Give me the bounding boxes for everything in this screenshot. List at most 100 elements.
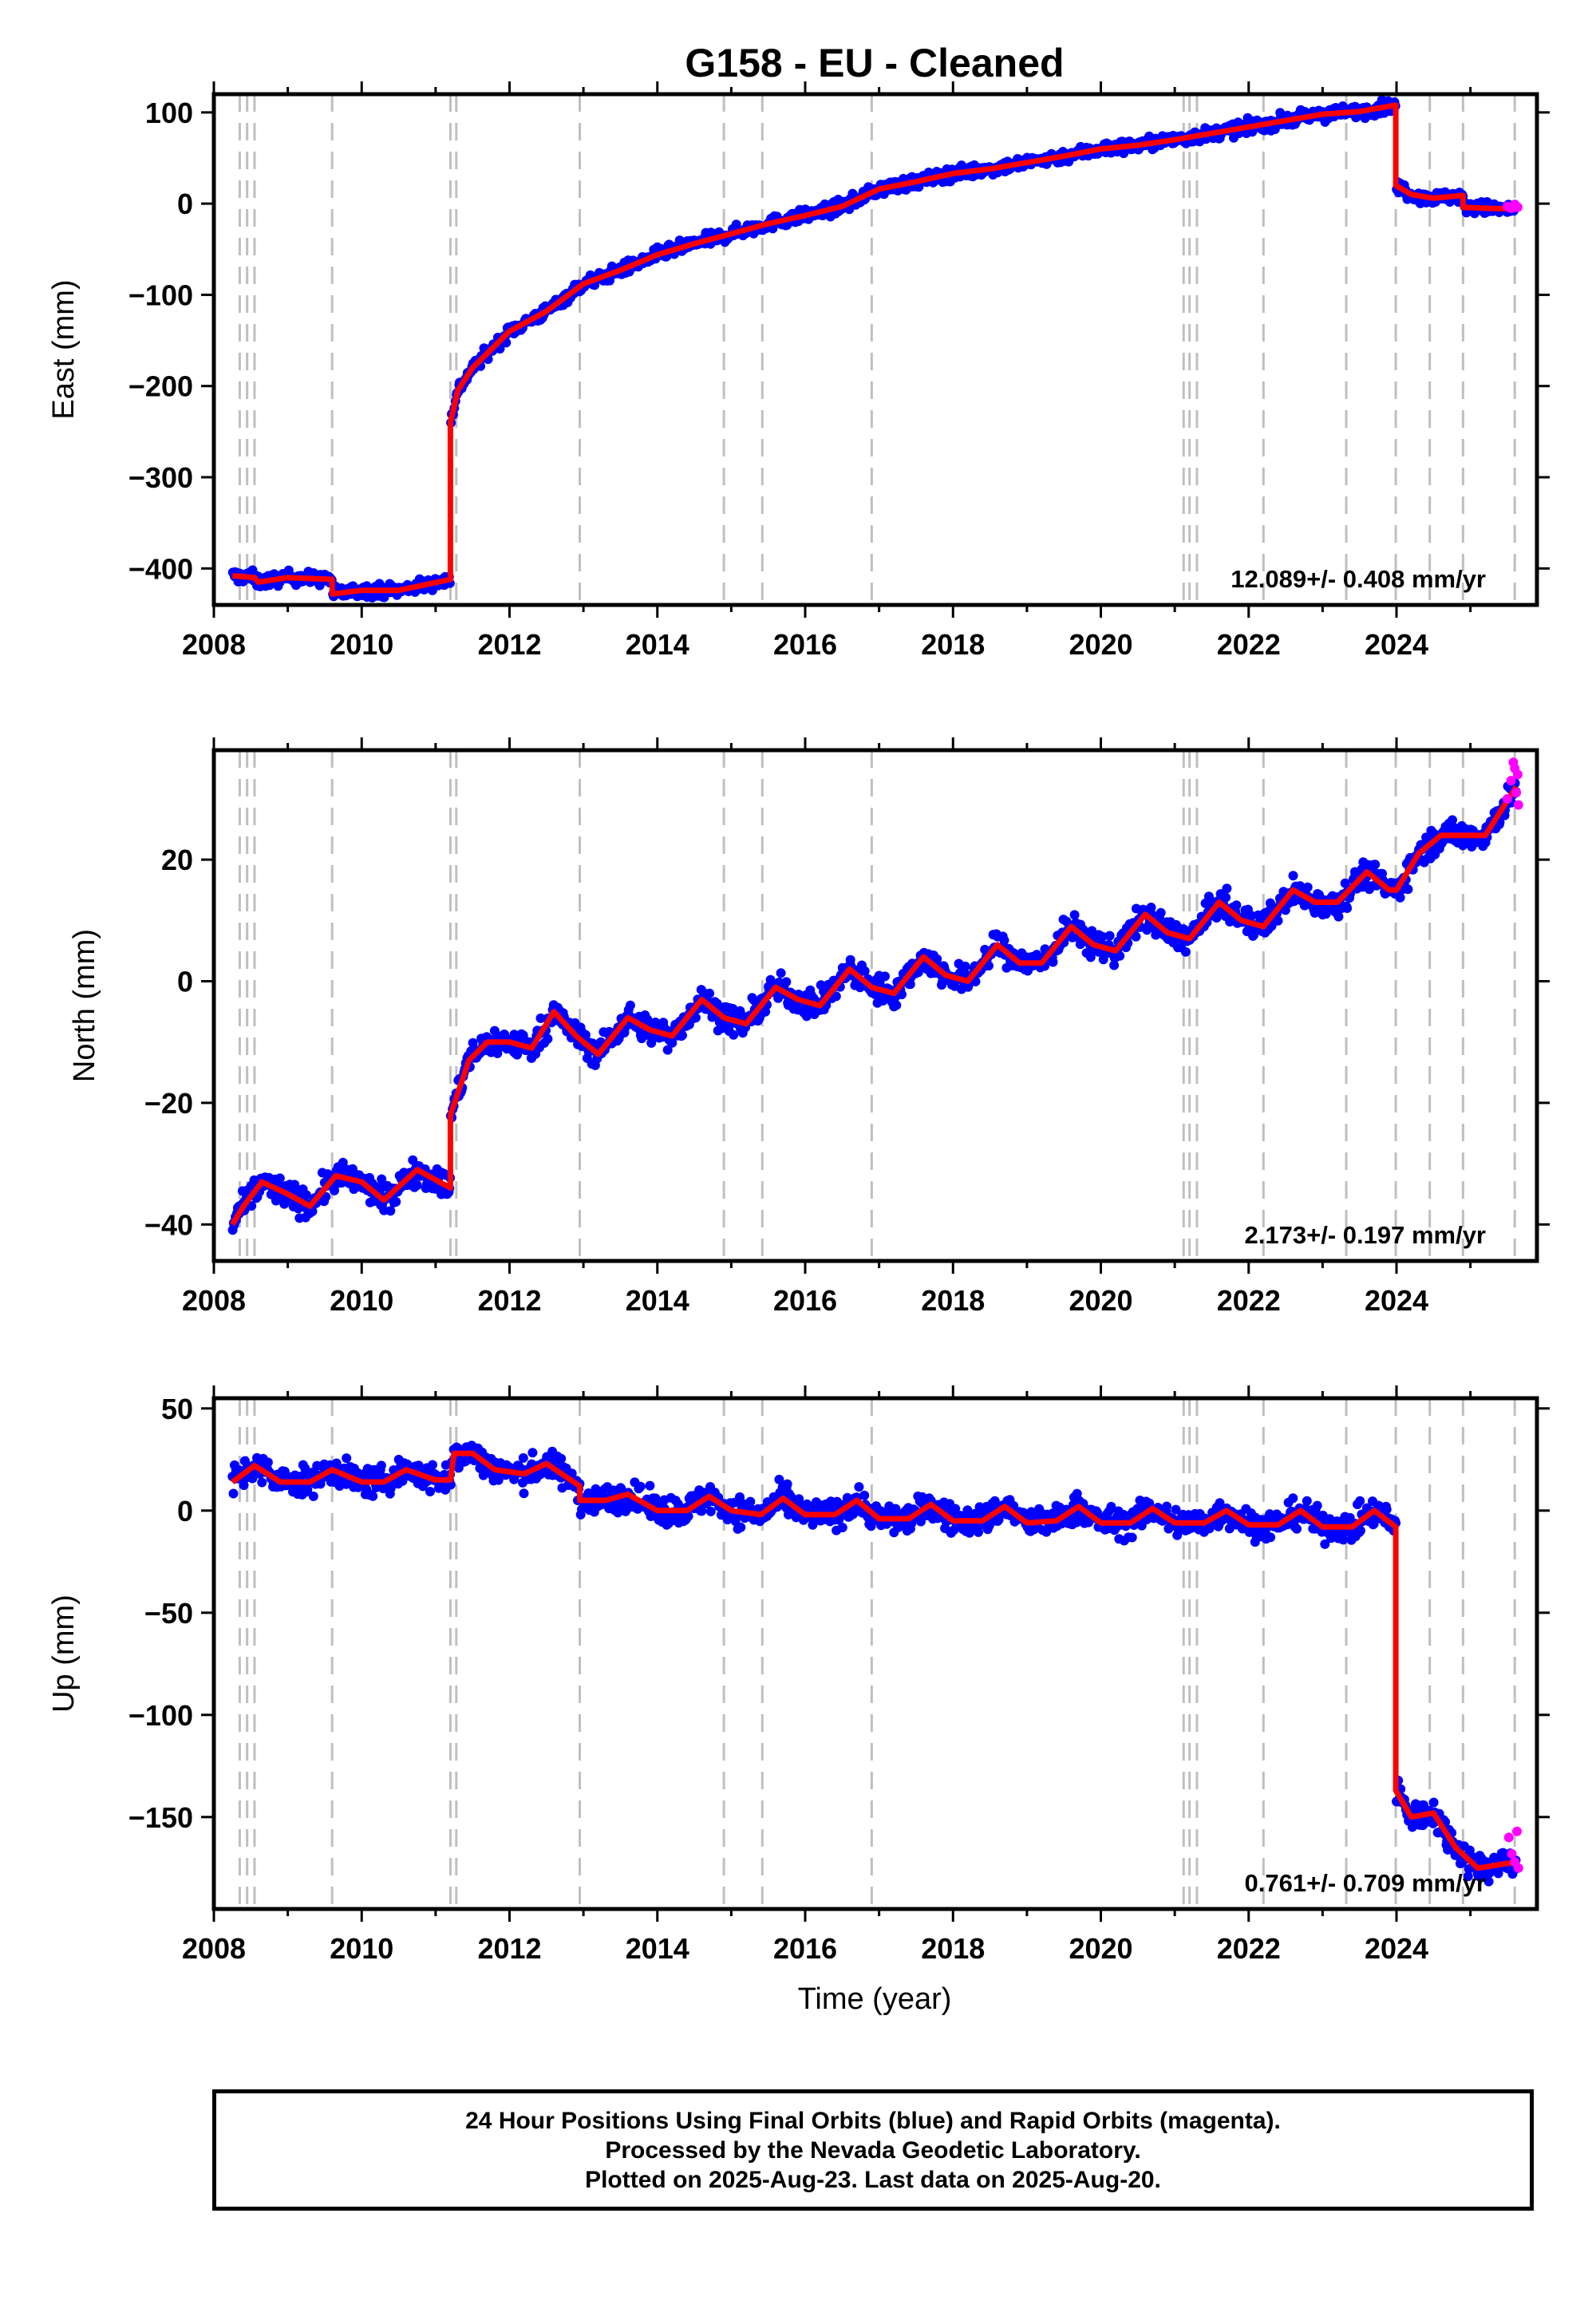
plot-area [227,1398,1523,1909]
x-tick-label: 2024 [1365,1284,1428,1317]
final-orbit-point [567,1468,577,1479]
final-orbit-point [239,1480,249,1490]
final-orbit-point [1428,1797,1439,1808]
plot-frame [211,748,1539,1263]
final-orbit-point [1292,1524,1302,1534]
final-orbit-point [247,1473,258,1484]
final-orbit-point [950,1504,961,1514]
final-orbit-point [1265,898,1275,908]
final-orbit-point [1273,915,1283,926]
final-orbit-point [519,1488,529,1499]
y-tick-label: 100 [145,97,193,129]
y-tick-label: 0 [177,966,193,998]
up-panel: 2008 2010 2012 2014 2016 2018 2020 2022 2024500−… [47,1385,1550,1965]
final-orbit-point [1069,910,1080,920]
final-orbit-point [1109,960,1120,970]
final-orbit-point [705,1506,716,1516]
footer-line-3: Plotted on 2025-Aug-23. Last data on 202… [585,2166,1161,2193]
final-orbit-point [1146,903,1156,912]
x-tick-label: 2016 [773,628,837,661]
x-tick-label: 2018 [921,628,985,661]
final-orbit-point [736,1522,746,1532]
x-tick-label: 2022 [1217,1932,1281,1965]
final-orbit-point [891,1504,901,1514]
y-tick-label: −150 [128,1801,193,1834]
final-orbit-point [831,991,841,1002]
footer-box: 24 Hour Positions Using Final Orbits (bl… [212,2089,1534,2211]
final-orbit-point [391,1196,401,1207]
x-tick-label: 2008 [182,1932,246,1965]
rapid-orbit-point [1503,1832,1514,1843]
final-orbit-point [1097,931,1108,942]
x-tick-label: 2014 [626,1932,689,1965]
final-orbit-point [377,1174,387,1184]
final-orbit-point [1131,931,1141,942]
final-orbit-point [990,1496,1000,1506]
x-axis-title: Time (year) [798,1982,952,2016]
final-orbit-point [729,1030,739,1040]
north-panel: 2008 2010 2012 2014 2016 2018 2020 2022 2024200−… [68,737,1550,1317]
final-orbit-point [635,1481,646,1492]
final-orbit-point [1246,911,1256,921]
final-orbit-point [518,1452,528,1463]
final-orbit-point [275,1173,285,1184]
final-orbit-point [308,1491,318,1501]
final-orbit-point [1333,911,1344,922]
final-orbit-point [1106,1501,1116,1512]
final-orbit-point [905,979,915,990]
final-orbit-point [848,1509,859,1520]
y-tick-label: −200 [128,370,193,403]
east-panel: 2008 2010 2012 2014 2016 2018 2020 2022 20241000… [47,81,1550,661]
final-orbit-point [1395,892,1405,903]
final-orbit-point [1483,1876,1494,1887]
x-tick-label: 2024 [1365,628,1428,661]
final-orbit-point [774,1474,784,1484]
final-orbit-point [1221,892,1231,903]
final-orbit-point [1231,900,1242,911]
final-orbit-point [625,1000,635,1010]
rapid-orbit-point [1511,788,1522,798]
final-orbit-point [1115,951,1125,961]
final-orbit-point [247,1201,257,1211]
final-orbit-point [1162,1501,1171,1512]
final-orbit-point [1156,907,1166,918]
y-tick-label: −100 [128,279,193,311]
final-orbit-point [1302,1496,1312,1506]
y-tick-label: −100 [128,1699,193,1732]
final-orbit-point [1041,1527,1052,1537]
final-orbit-point [1266,1532,1276,1543]
final-orbit-point [1320,1539,1330,1549]
y-tick-label: −300 [128,461,193,494]
final-orbit-point [646,1037,657,1048]
x-tick-label: 2012 [477,1932,541,1965]
final-orbit-point [1302,882,1313,892]
plot-frame [211,1396,1539,1911]
final-orbit-point [302,1484,313,1495]
final-orbit-point [1048,957,1058,967]
final-orbit-point [859,966,870,976]
y-axis-label: North (mm) [68,929,101,1082]
final-orbit-point [301,1190,311,1200]
x-tick-label: 2014 [626,628,689,661]
final-orbit-point [1355,1526,1365,1535]
rapid-orbit-point [1512,1826,1522,1836]
plot-area [227,750,1523,1261]
final-orbit-point [1288,871,1298,881]
final-orbit-point [1448,815,1457,825]
x-tick-label: 2008 [182,1284,246,1317]
final-orbit-point [263,1457,273,1468]
final-orbit-point [1072,1488,1082,1499]
rapid-orbit-point [1513,1863,1523,1873]
x-tick-label: 2012 [477,628,541,661]
final-orbit-point [705,988,715,998]
final-orbit-point [683,1511,693,1521]
x-tick-label: 2014 [626,1284,689,1317]
final-orbit-point [662,1045,673,1055]
y-axis-label: Up (mm) [47,1595,81,1713]
x-tick-label: 2010 [330,1284,393,1317]
rapid-orbit-point [1512,202,1523,212]
final-orbit-point [1370,860,1381,870]
y-tick-label: −40 [144,1208,193,1241]
final-orbit-point [891,1000,902,1010]
